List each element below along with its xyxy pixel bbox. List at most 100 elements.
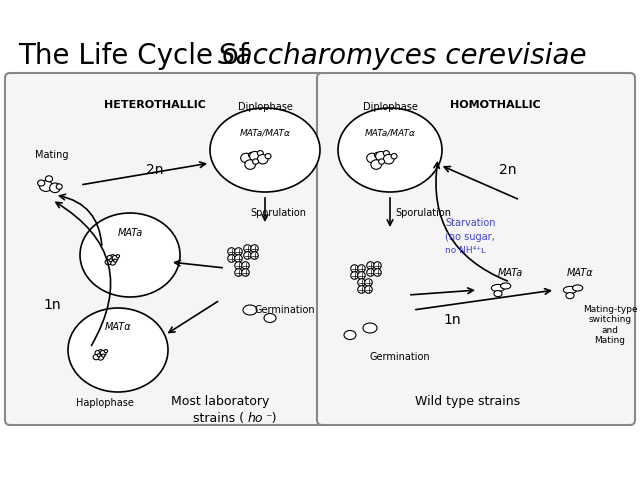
Ellipse shape: [97, 354, 100, 357]
Ellipse shape: [563, 287, 577, 294]
Ellipse shape: [358, 265, 365, 272]
Ellipse shape: [250, 152, 260, 161]
Text: 1n: 1n: [43, 298, 61, 312]
Ellipse shape: [500, 283, 511, 289]
Ellipse shape: [573, 285, 583, 291]
Ellipse shape: [358, 279, 365, 286]
Ellipse shape: [235, 262, 243, 269]
Ellipse shape: [358, 286, 365, 293]
Ellipse shape: [45, 176, 52, 182]
Ellipse shape: [251, 245, 259, 252]
Ellipse shape: [365, 286, 372, 293]
Ellipse shape: [494, 290, 502, 297]
Ellipse shape: [50, 183, 60, 192]
Ellipse shape: [93, 355, 99, 360]
Ellipse shape: [358, 272, 365, 279]
Text: no NH⁴⁺ʟ: no NH⁴⁺ʟ: [445, 246, 486, 255]
Ellipse shape: [244, 252, 252, 259]
Ellipse shape: [344, 331, 356, 339]
Ellipse shape: [244, 245, 252, 252]
Ellipse shape: [367, 153, 378, 163]
Text: MATa: MATa: [117, 228, 143, 238]
Text: MATα: MATα: [105, 322, 131, 332]
Ellipse shape: [242, 269, 249, 276]
Ellipse shape: [253, 159, 259, 164]
Text: (no sugar,: (no sugar,: [445, 232, 495, 242]
Text: Saccharomyces cerevisiae: Saccharomyces cerevisiae: [218, 42, 587, 70]
Ellipse shape: [56, 184, 62, 189]
Ellipse shape: [383, 151, 389, 156]
Ellipse shape: [228, 255, 236, 262]
Text: Most laboratory: Most laboratory: [171, 395, 269, 408]
Text: 2n: 2n: [499, 163, 516, 177]
Ellipse shape: [228, 248, 236, 255]
Ellipse shape: [365, 279, 372, 286]
Ellipse shape: [242, 262, 249, 269]
Ellipse shape: [251, 252, 259, 259]
FancyBboxPatch shape: [317, 73, 635, 425]
Ellipse shape: [351, 265, 358, 272]
Ellipse shape: [264, 313, 276, 323]
Ellipse shape: [363, 323, 377, 333]
Text: ⁻): ⁻): [265, 412, 276, 425]
Text: Haplophase: Haplophase: [76, 398, 134, 408]
Text: Sporulation: Sporulation: [395, 208, 451, 218]
Ellipse shape: [374, 269, 381, 276]
Ellipse shape: [111, 254, 115, 258]
Ellipse shape: [257, 151, 263, 156]
Ellipse shape: [98, 355, 104, 360]
Ellipse shape: [248, 152, 254, 158]
Ellipse shape: [241, 153, 252, 163]
Text: Mating: Mating: [35, 150, 68, 160]
Ellipse shape: [265, 154, 271, 159]
Ellipse shape: [40, 180, 52, 192]
Ellipse shape: [80, 213, 180, 297]
Ellipse shape: [99, 349, 102, 353]
Text: HETEROTHALLIC: HETEROTHALLIC: [104, 100, 206, 110]
Text: MATa/MATα: MATa/MATα: [239, 128, 291, 137]
Ellipse shape: [351, 272, 358, 279]
Ellipse shape: [105, 260, 111, 265]
Ellipse shape: [235, 255, 243, 262]
Text: strains (: strains (: [193, 412, 244, 425]
Ellipse shape: [38, 180, 45, 186]
Ellipse shape: [383, 155, 394, 164]
Ellipse shape: [566, 292, 574, 299]
Ellipse shape: [257, 155, 268, 164]
Ellipse shape: [107, 255, 113, 261]
Ellipse shape: [116, 254, 120, 258]
Ellipse shape: [367, 262, 374, 269]
Text: 1n: 1n: [443, 313, 461, 327]
Ellipse shape: [492, 285, 504, 291]
Ellipse shape: [104, 349, 108, 353]
Ellipse shape: [235, 248, 243, 255]
Text: Sporulation: Sporulation: [250, 208, 306, 218]
Text: ho: ho: [248, 412, 264, 425]
Text: Diplophase: Diplophase: [363, 102, 417, 112]
Ellipse shape: [376, 152, 387, 161]
Ellipse shape: [374, 262, 381, 269]
Text: HOMOTHALLIC: HOMOTHALLIC: [450, 100, 540, 110]
Text: MATa/MATα: MATa/MATα: [365, 128, 415, 137]
Ellipse shape: [109, 260, 116, 265]
Ellipse shape: [113, 259, 117, 262]
Ellipse shape: [112, 255, 118, 261]
Ellipse shape: [235, 269, 243, 276]
Text: MATα: MATα: [566, 268, 593, 278]
Text: Germination: Germination: [255, 305, 316, 315]
FancyBboxPatch shape: [5, 73, 325, 425]
Ellipse shape: [374, 152, 380, 158]
Ellipse shape: [100, 350, 106, 356]
Ellipse shape: [391, 154, 397, 159]
Ellipse shape: [95, 350, 101, 356]
Text: Germination: Germination: [370, 352, 430, 362]
Text: Starvation: Starvation: [445, 218, 495, 228]
Text: MATa: MATa: [497, 268, 523, 278]
Ellipse shape: [367, 269, 374, 276]
Ellipse shape: [371, 160, 381, 169]
Ellipse shape: [243, 305, 257, 315]
Ellipse shape: [210, 108, 320, 192]
Text: The Life Cycle of: The Life Cycle of: [18, 42, 257, 70]
Ellipse shape: [245, 160, 255, 169]
Ellipse shape: [102, 354, 105, 357]
